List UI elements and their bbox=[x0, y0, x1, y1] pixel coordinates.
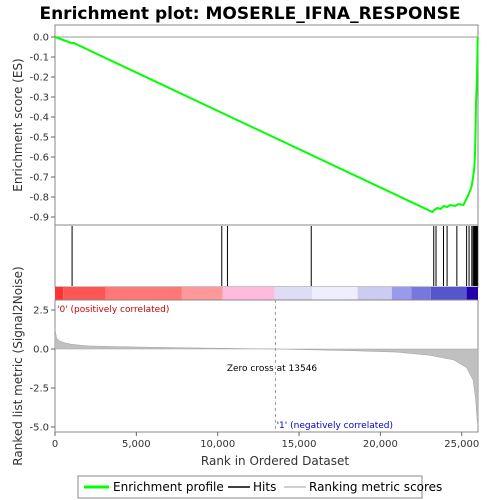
es-ytick-label: -0.2 bbox=[29, 73, 49, 84]
es-ytick-label: -0.5 bbox=[29, 133, 49, 144]
heat-bar-segment bbox=[55, 287, 64, 300]
enrichment-profile-line bbox=[54, 36, 479, 214]
heat-bar-segment bbox=[105, 287, 182, 300]
x-tick-label: 25,000 bbox=[444, 439, 479, 450]
es-ytick-label: -0.9 bbox=[29, 213, 49, 224]
chart-title: Enrichment plot: MOSERLE_IFNA_RESPONSE bbox=[39, 4, 460, 24]
es-ytick-label: -0.4 bbox=[29, 113, 49, 124]
heat-bar-segment bbox=[63, 287, 106, 300]
metric-ytick-label: -5.0 bbox=[29, 423, 49, 434]
heat-bar-segment bbox=[312, 287, 358, 300]
heat-bar-segment bbox=[430, 287, 467, 300]
heat-bar-segment bbox=[411, 287, 431, 300]
x-tick-label: 15,000 bbox=[282, 439, 317, 450]
metric-ytick-label: -2.5 bbox=[29, 384, 49, 395]
heat-bar-segment bbox=[274, 287, 313, 300]
x-tick-label: 20,000 bbox=[363, 439, 398, 450]
metric-ytick-label: 0.0 bbox=[33, 345, 49, 356]
metric-panel bbox=[54, 299, 479, 433]
metric-ytick-label: 2.5 bbox=[33, 306, 49, 317]
es-panel bbox=[54, 24, 479, 226]
ranking-metric-area bbox=[54, 328, 479, 426]
metric-ylabel: Ranked list metric (Signal2Noise) bbox=[11, 266, 25, 465]
heat-bar-segment bbox=[466, 287, 478, 300]
heat-bar-segment bbox=[391, 287, 412, 300]
heat-bar-segment bbox=[181, 287, 223, 300]
es-ytick-label: -0.1 bbox=[29, 53, 49, 64]
x-tick-label: 10,000 bbox=[200, 439, 235, 450]
heat-bar-segment bbox=[222, 287, 275, 300]
x-tick-label: 0 bbox=[52, 439, 58, 450]
legend-enrichment-label: Enrichment profile bbox=[113, 480, 224, 494]
legend-metric-label: Ranking metric scores bbox=[309, 480, 442, 494]
positive-label: '0' (positively correlated) bbox=[57, 305, 169, 315]
es-ytick-label: -0.6 bbox=[29, 153, 49, 164]
es-ytick-label: -0.7 bbox=[29, 173, 49, 184]
legend: Enrichment profile Hits Ranking metric s… bbox=[77, 475, 442, 499]
x-axis-label: Rank in Ordered Dataset bbox=[201, 454, 349, 468]
x-tick-label: 5,000 bbox=[122, 439, 151, 450]
negative-label: '1' (negatively correlated) bbox=[277, 421, 393, 431]
legend-hits-label: Hits bbox=[253, 480, 276, 494]
es-ytick-label: -0.8 bbox=[29, 193, 49, 204]
heat-bar-segment bbox=[357, 287, 392, 300]
es-ytick-label: -0.3 bbox=[29, 93, 49, 104]
es-ylabel: Enrichment score (ES) bbox=[11, 58, 25, 191]
es-ytick-label: 0.0 bbox=[33, 33, 49, 44]
hits-panel bbox=[54, 224, 479, 288]
zero-cross-label: Zero cross at 13546 bbox=[227, 364, 318, 374]
